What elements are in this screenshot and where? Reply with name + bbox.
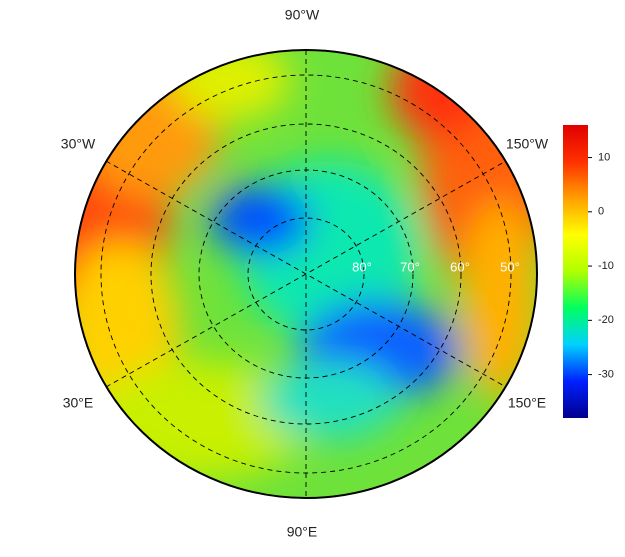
colorbar-tick-label: -10 xyxy=(598,260,614,272)
colorbar-tick-label: 0 xyxy=(598,206,604,218)
lon-label: 30°E xyxy=(63,395,94,411)
lon-label: 150°W xyxy=(506,136,549,152)
colorbar-tick-label: -20 xyxy=(598,314,614,326)
lat-label: 80° xyxy=(352,259,372,274)
graticule xyxy=(100,50,512,498)
colorbar-tick-label: -30 xyxy=(598,368,614,380)
lat-label: 70° xyxy=(400,259,420,274)
lat-label: 60° xyxy=(450,259,470,274)
lon-label: 90°E xyxy=(287,524,318,540)
colorbar-tick-label: 10 xyxy=(598,151,610,163)
colorbar xyxy=(563,125,588,418)
map-border xyxy=(74,49,538,499)
lon-label: 150°E xyxy=(508,395,546,411)
lon-label: 90°W xyxy=(285,7,320,23)
lon-label: 30°W xyxy=(61,136,96,152)
lat-label: 50° xyxy=(500,259,520,274)
